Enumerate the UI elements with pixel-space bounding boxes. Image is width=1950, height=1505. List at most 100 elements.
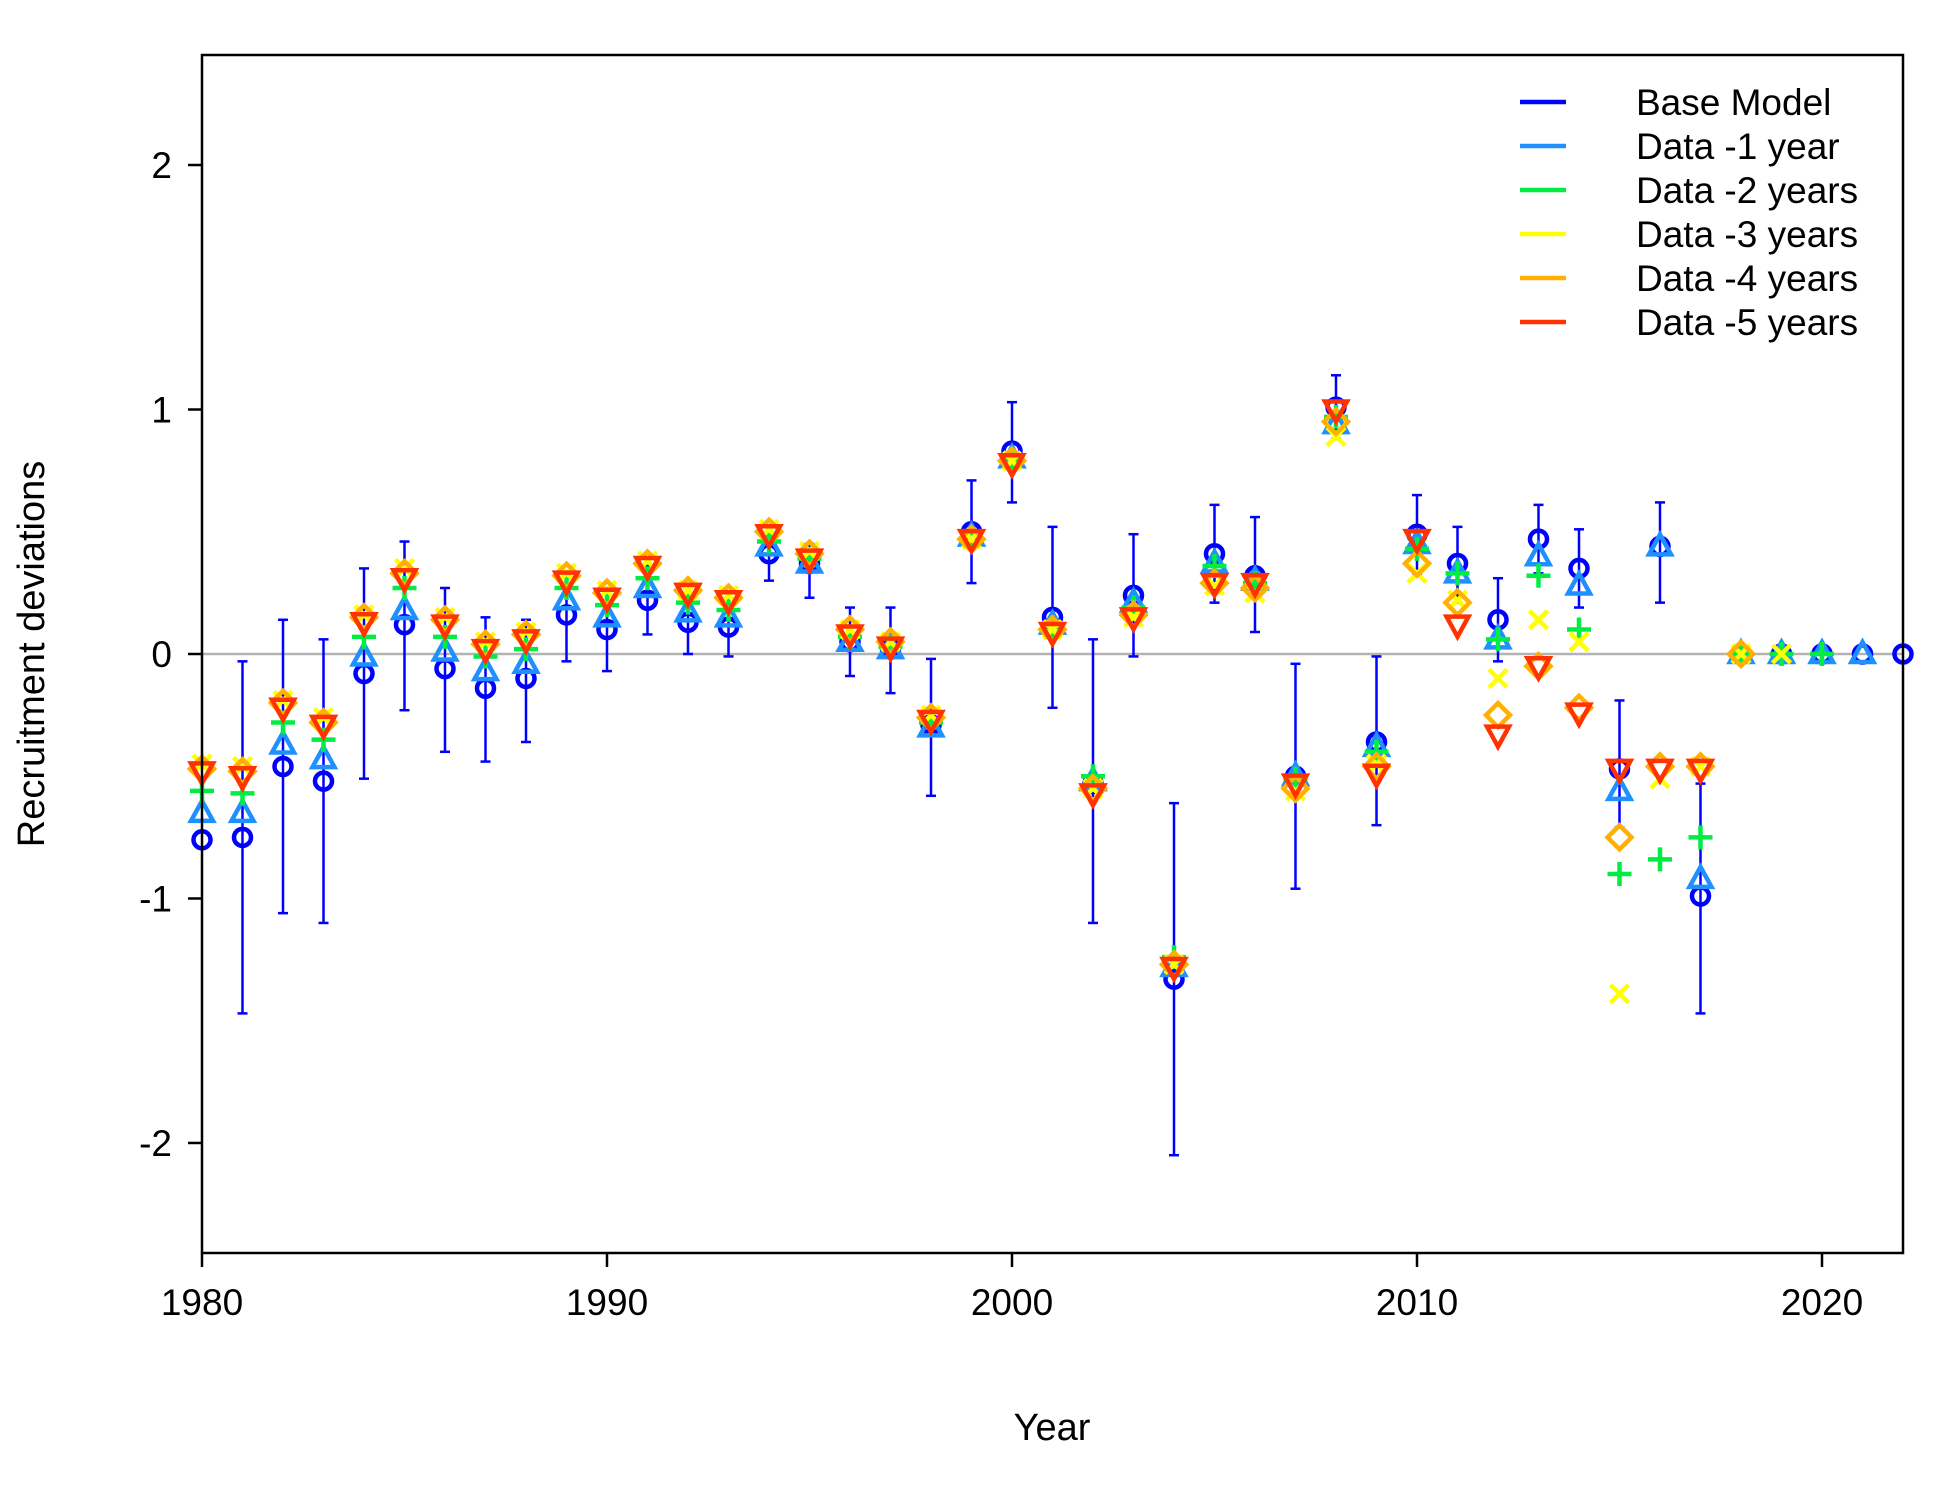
- data-point: [349, 639, 379, 667]
- data-point: [1604, 822, 1635, 853]
- data-point: [632, 555, 663, 583]
- data-point: [596, 618, 618, 641]
- y-tick-label: 1: [151, 390, 172, 431]
- data-point: [1526, 563, 1551, 588]
- data-point: [1361, 763, 1392, 791]
- data-point: [592, 600, 622, 628]
- data-point: [1482, 699, 1514, 731]
- data-point: [1810, 642, 1834, 666]
- data-point: [1118, 607, 1149, 634]
- data-point: [312, 770, 335, 792]
- data-point: [1527, 609, 1550, 631]
- data-point: [1604, 758, 1635, 786]
- data-point: [1648, 847, 1672, 872]
- data-point: [430, 634, 460, 662]
- data-point: [1770, 643, 1793, 665]
- data-point: [1321, 399, 1351, 427]
- x-tick-label: 2010: [1376, 1282, 1458, 1323]
- data-point: [1607, 862, 1632, 887]
- data-point: [1688, 825, 1713, 850]
- data-point: [1568, 631, 1590, 653]
- data-point: [1320, 406, 1352, 437]
- data-point: [551, 583, 582, 611]
- data-point: [673, 582, 703, 610]
- data-point: [1280, 773, 1311, 801]
- legend-label: Data -1 year: [1636, 126, 1840, 167]
- data-point: [754, 523, 784, 551]
- data-point: [1199, 572, 1230, 600]
- data-point: [1645, 529, 1675, 557]
- data-point: [1564, 702, 1594, 730]
- data-point: [470, 638, 501, 666]
- data-point: [1725, 638, 1757, 670]
- data-point: [272, 755, 294, 778]
- data-point: [1608, 983, 1631, 1005]
- data-point: [389, 593, 420, 621]
- data-point: [227, 796, 258, 824]
- data-point: [1483, 724, 1513, 752]
- data-point: [754, 529, 784, 557]
- data-point: [1159, 956, 1189, 984]
- legend-label: Data -2 years: [1636, 170, 1858, 211]
- series-2-markers: [187, 407, 1878, 978]
- data-point: [916, 709, 946, 737]
- data-point: [1078, 783, 1108, 811]
- data-point: [592, 587, 622, 615]
- y-tick-label: -2: [139, 1123, 172, 1164]
- legend-label: Data -4 years: [1636, 258, 1858, 299]
- data-point: [1567, 617, 1591, 642]
- data-point: [1645, 758, 1675, 786]
- data-point: [956, 528, 987, 556]
- data-point: [997, 453, 1027, 480]
- data-point: [835, 624, 865, 652]
- data-point: [308, 742, 339, 770]
- x-tick-label: 1980: [161, 1282, 243, 1323]
- data-point: [470, 654, 501, 682]
- data-point: [1604, 774, 1635, 802]
- legend-label: Data -3 years: [1636, 214, 1858, 255]
- data-point: [1361, 751, 1392, 782]
- data-point: [511, 629, 541, 656]
- data-point: [268, 697, 298, 725]
- x-tick-label: 2020: [1781, 1282, 1863, 1323]
- y-tick-label: 0: [151, 634, 172, 675]
- data-point: [308, 714, 339, 742]
- data-point: [349, 611, 379, 639]
- data-point: [551, 570, 582, 598]
- data-point: [1445, 561, 1470, 586]
- data-point: [1402, 528, 1432, 556]
- data-point: [227, 765, 258, 793]
- x-axis: 1980 1990 2000 2010 2020: [161, 1253, 1863, 1323]
- data-point: [636, 589, 659, 611]
- y-axis: -2 -1 0 1 2: [139, 145, 202, 1164]
- data-point: [632, 571, 663, 599]
- data-point: [268, 727, 298, 755]
- y-tick-label: 2: [151, 145, 172, 186]
- data-point: [1523, 655, 1554, 683]
- data-points-group: [186, 396, 1914, 1005]
- series-6-markers: [187, 399, 1716, 984]
- data-point: [713, 589, 744, 617]
- y-tick-label: -1: [139, 878, 172, 919]
- x-tick-label: 1990: [566, 1282, 648, 1323]
- error-bars-group: [237, 374, 1706, 1157]
- data-point: [511, 647, 541, 675]
- x-tick-label: 2000: [971, 1282, 1053, 1323]
- data-point: [1685, 862, 1716, 890]
- y-axis-label: Recruitment deviations: [11, 461, 53, 848]
- data-point: [1486, 627, 1510, 652]
- data-point: [1037, 621, 1068, 649]
- data-point: [389, 567, 420, 595]
- series-4-markers: [191, 425, 1793, 1005]
- data-point: [875, 636, 906, 664]
- data-point: [1163, 968, 1185, 990]
- data-point: [1685, 758, 1716, 786]
- data-point: [1442, 614, 1473, 642]
- data-point: [1847, 637, 1878, 665]
- data-point: [1240, 572, 1270, 600]
- data-point: [1564, 568, 1594, 596]
- legend-label: Base Model: [1636, 82, 1831, 123]
